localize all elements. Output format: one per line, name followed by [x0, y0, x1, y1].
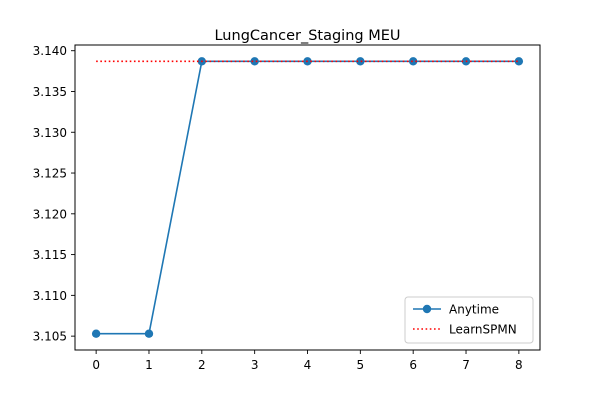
legend-marker-anytime	[422, 304, 432, 314]
data-point-anytime	[356, 57, 365, 66]
axes: 0 1 2 3 4 5 6 7 8 3.105 3.110 3.115 3.120 3.125 3.130 3…	[33, 44, 541, 372]
x-tick-label: 0	[92, 358, 100, 372]
x-tick-label: 6	[409, 358, 417, 372]
y-tick-label: 3.125	[33, 167, 67, 181]
data-point-anytime	[408, 57, 418, 66]
data-point-anytime	[514, 57, 524, 66]
plot-series	[91, 57, 524, 338]
legend: Anytime LearnSPMN	[404, 296, 534, 344]
data-point-anytime	[144, 329, 154, 338]
x-tick-label: 7	[462, 358, 470, 372]
legend-label-anytime: Anytime	[449, 303, 499, 317]
y-tick-label: 3.135	[33, 85, 67, 99]
legend-label-learnspmn: LearnSPMN	[449, 323, 517, 337]
x-tick-label: 4	[304, 358, 312, 372]
y-tick-label: 3.110	[33, 289, 67, 303]
x-tick-label: 2	[198, 358, 206, 372]
y-tick-label: 3.115	[33, 248, 67, 262]
data-point-anytime	[91, 329, 101, 338]
y-tick-label: 3.105	[33, 330, 67, 344]
y-tick-label: 3.140	[33, 44, 67, 58]
x-tick-label: 1	[145, 358, 153, 372]
x-tick-label: 5	[357, 358, 365, 372]
y-tick-label: 3.130	[33, 126, 67, 140]
data-point-anytime	[250, 57, 259, 66]
chart-title: LungCancer_Staging MEU	[214, 28, 400, 44]
x-tick-label: 3	[251, 358, 259, 372]
x-tick-label: 8	[515, 358, 523, 372]
y-tick-label: 3.120	[33, 207, 67, 221]
